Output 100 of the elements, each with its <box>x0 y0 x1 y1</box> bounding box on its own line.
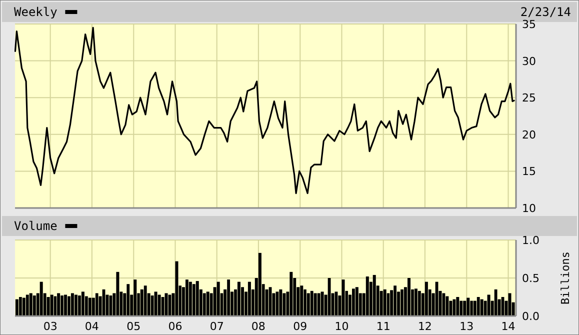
y-tick-label: 30 <box>522 54 536 68</box>
y-tick-label: 35 <box>522 18 536 31</box>
bar <box>470 300 473 316</box>
bar <box>446 296 449 316</box>
bar <box>355 287 358 316</box>
bar <box>57 293 60 316</box>
bar <box>473 300 476 316</box>
bar <box>452 299 456 316</box>
bar <box>95 293 98 316</box>
bar <box>227 280 230 316</box>
bar <box>175 261 178 316</box>
y-tick-label: 1.0 <box>522 234 540 247</box>
bar <box>18 297 22 316</box>
bar <box>383 289 386 316</box>
bar <box>54 296 57 316</box>
bar <box>300 286 304 316</box>
x-tick-label: 09 <box>293 320 308 333</box>
y-tick-label: 25 <box>522 92 536 105</box>
bar <box>196 281 199 316</box>
y-tick-label: 10 <box>522 202 536 215</box>
bar <box>154 292 158 316</box>
bar <box>456 297 460 316</box>
y-tick-label: 20 <box>522 128 536 142</box>
bar <box>126 284 130 316</box>
bar <box>140 289 144 316</box>
bar <box>68 296 70 316</box>
chart-title: Weekly <box>14 5 58 19</box>
bar <box>64 294 68 316</box>
bar <box>320 292 324 316</box>
bar <box>74 294 78 316</box>
bar <box>466 298 470 316</box>
bar <box>508 293 512 316</box>
x-tick-label: 03 <box>43 320 58 333</box>
bar <box>40 282 43 316</box>
bar <box>460 300 463 316</box>
x-tick-label: 06 <box>168 320 182 333</box>
bar <box>202 293 206 316</box>
bar <box>352 288 355 316</box>
bar <box>476 297 480 316</box>
bar <box>70 293 74 316</box>
bar <box>206 292 210 316</box>
bar <box>400 289 404 316</box>
bar <box>81 292 84 316</box>
y-tick-label: 0.5 <box>522 272 540 285</box>
bar <box>164 293 168 316</box>
line-series <box>14 26 515 194</box>
bar <box>290 272 293 316</box>
y-tick-label: 15 <box>522 165 536 178</box>
bar <box>134 280 137 316</box>
bar <box>158 294 161 316</box>
bar <box>88 298 92 316</box>
bar <box>279 289 282 316</box>
y-axis-title: Billions <box>559 252 572 304</box>
bar <box>306 293 310 316</box>
bar <box>282 293 286 316</box>
bar <box>258 252 262 316</box>
x-tick-label: 11 <box>376 320 390 333</box>
bar <box>144 286 147 316</box>
bar <box>32 295 36 316</box>
x-tick-label: 10 <box>334 320 349 333</box>
x-tick-label: 05 <box>126 320 141 333</box>
bar <box>46 297 50 316</box>
bar <box>188 282 192 316</box>
bar <box>408 278 411 316</box>
bar <box>78 295 81 316</box>
text: 2/23/14 <box>520 5 571 19</box>
bar <box>494 289 498 316</box>
x-tick-label: 13 <box>460 320 474 333</box>
bar <box>304 289 306 316</box>
bar <box>29 293 32 316</box>
chart-title: Volume <box>14 219 58 233</box>
bar <box>414 288 418 316</box>
bar <box>192 284 196 316</box>
bar <box>342 280 345 316</box>
bar <box>386 293 390 316</box>
x-tick-label: 14 <box>501 320 516 333</box>
bar <box>185 280 188 316</box>
bar <box>116 272 120 316</box>
bar <box>314 293 317 316</box>
bar <box>424 282 428 316</box>
bar <box>150 295 154 316</box>
y-tick-label: 0.0 <box>522 310 540 323</box>
bar <box>487 294 490 316</box>
bar <box>22 298 26 316</box>
x-tick-label: 08 <box>251 320 266 333</box>
bar <box>480 299 484 316</box>
bar <box>366 276 369 316</box>
bar <box>60 295 64 316</box>
bar <box>463 300 466 316</box>
bar <box>248 282 251 316</box>
bar <box>394 286 397 316</box>
bar <box>372 274 376 316</box>
x-tick-label: 07 <box>210 320 224 333</box>
x-tick-label: 12 <box>418 320 432 333</box>
bar <box>26 294 29 316</box>
bar <box>310 290 314 316</box>
bar <box>418 290 421 316</box>
bar <box>15 299 18 316</box>
bar <box>50 294 54 316</box>
bar <box>216 282 220 316</box>
